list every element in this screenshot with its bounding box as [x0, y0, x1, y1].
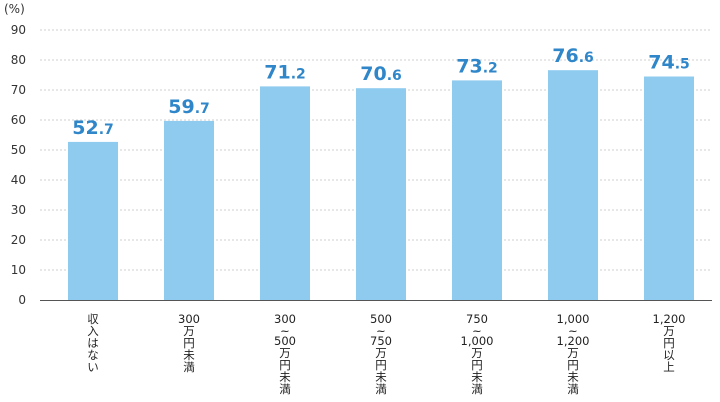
svg-text:万: 万 — [567, 346, 579, 360]
bar — [452, 80, 502, 301]
y-tick-label: 30 — [11, 203, 26, 217]
y-tick-label: 90 — [11, 23, 26, 37]
svg-text:円: 円 — [567, 358, 579, 372]
bar — [356, 88, 406, 300]
svg-text:以: 以 — [663, 348, 675, 362]
y-tick-label: 40 — [11, 173, 26, 187]
svg-text:円: 円 — [663, 336, 675, 350]
svg-text:~: ~ — [280, 324, 290, 338]
svg-text:円: 円 — [183, 336, 195, 350]
data-label: 59.7 — [168, 96, 210, 118]
svg-text:300: 300 — [274, 312, 296, 326]
svg-text:~: ~ — [472, 324, 482, 338]
svg-text:750: 750 — [370, 334, 392, 348]
y-tick-label: 0 — [18, 293, 26, 307]
y-tick-label: 10 — [11, 263, 26, 277]
bar — [164, 120, 214, 301]
svg-text:1,000: 1,000 — [557, 312, 590, 326]
data-label: 52.7 — [72, 117, 114, 139]
y-tick-label: 80 — [11, 53, 26, 67]
svg-text:満: 満 — [471, 382, 483, 396]
svg-text:円: 円 — [375, 358, 387, 372]
data-label: 71.2 — [264, 61, 306, 83]
svg-text:満: 満 — [567, 382, 579, 396]
svg-text:入: 入 — [87, 324, 99, 338]
y-tick-label: 60 — [11, 113, 26, 127]
svg-text:上: 上 — [663, 360, 675, 374]
svg-text:円: 円 — [279, 358, 291, 372]
svg-text:満: 満 — [183, 360, 195, 374]
data-label: 73.2 — [456, 55, 498, 77]
data-labels: 52.7 59.7 71.2 70.6 73.2 76.6 74.5 — [72, 45, 690, 139]
svg-text:未: 未 — [567, 370, 579, 384]
svg-text:万: 万 — [375, 346, 387, 360]
svg-text:500: 500 — [370, 312, 392, 326]
bars — [68, 70, 694, 301]
svg-text:満: 満 — [279, 382, 291, 396]
svg-text:未: 未 — [183, 348, 195, 362]
bar — [68, 141, 118, 300]
svg-text:満: 満 — [375, 382, 387, 396]
svg-text:は: は — [87, 336, 99, 350]
y-tick-label: 70 — [11, 83, 26, 97]
svg-text:未: 未 — [279, 370, 291, 384]
svg-text:500: 500 — [274, 334, 296, 348]
svg-text:万: 万 — [279, 346, 291, 360]
svg-text:300: 300 — [178, 312, 200, 326]
svg-text:750: 750 — [466, 312, 488, 326]
svg-text:1,000: 1,000 — [461, 334, 494, 348]
svg-text:万: 万 — [471, 346, 483, 360]
data-label: 76.6 — [552, 45, 594, 67]
bar — [644, 76, 694, 300]
svg-text:万: 万 — [663, 324, 675, 338]
y-axis-unit-label: (%) — [4, 2, 25, 16]
svg-text:い: い — [87, 360, 99, 374]
y-axis-ticks: 0 10 20 30 40 50 60 70 80 90 — [11, 23, 26, 307]
bar — [548, 70, 598, 300]
svg-text:~: ~ — [376, 324, 386, 338]
svg-text:1,200: 1,200 — [653, 312, 686, 326]
category-labels: 収入はない300万円未満300~500万円未満500~750万円未満750~1,… — [87, 312, 685, 396]
y-tick-label: 50 — [11, 143, 26, 157]
svg-text:万: 万 — [183, 324, 195, 338]
svg-text:収: 収 — [87, 312, 99, 326]
svg-text:な: な — [87, 348, 99, 362]
data-label: 74.5 — [648, 52, 690, 74]
bar — [260, 86, 310, 301]
y-tick-label: 20 — [11, 233, 26, 247]
svg-text:円: 円 — [471, 358, 483, 372]
svg-text:1,200: 1,200 — [557, 334, 590, 348]
svg-text:未: 未 — [471, 370, 483, 384]
data-label: 70.6 — [360, 63, 402, 85]
svg-text:未: 未 — [375, 370, 387, 384]
svg-text:~: ~ — [568, 324, 578, 338]
